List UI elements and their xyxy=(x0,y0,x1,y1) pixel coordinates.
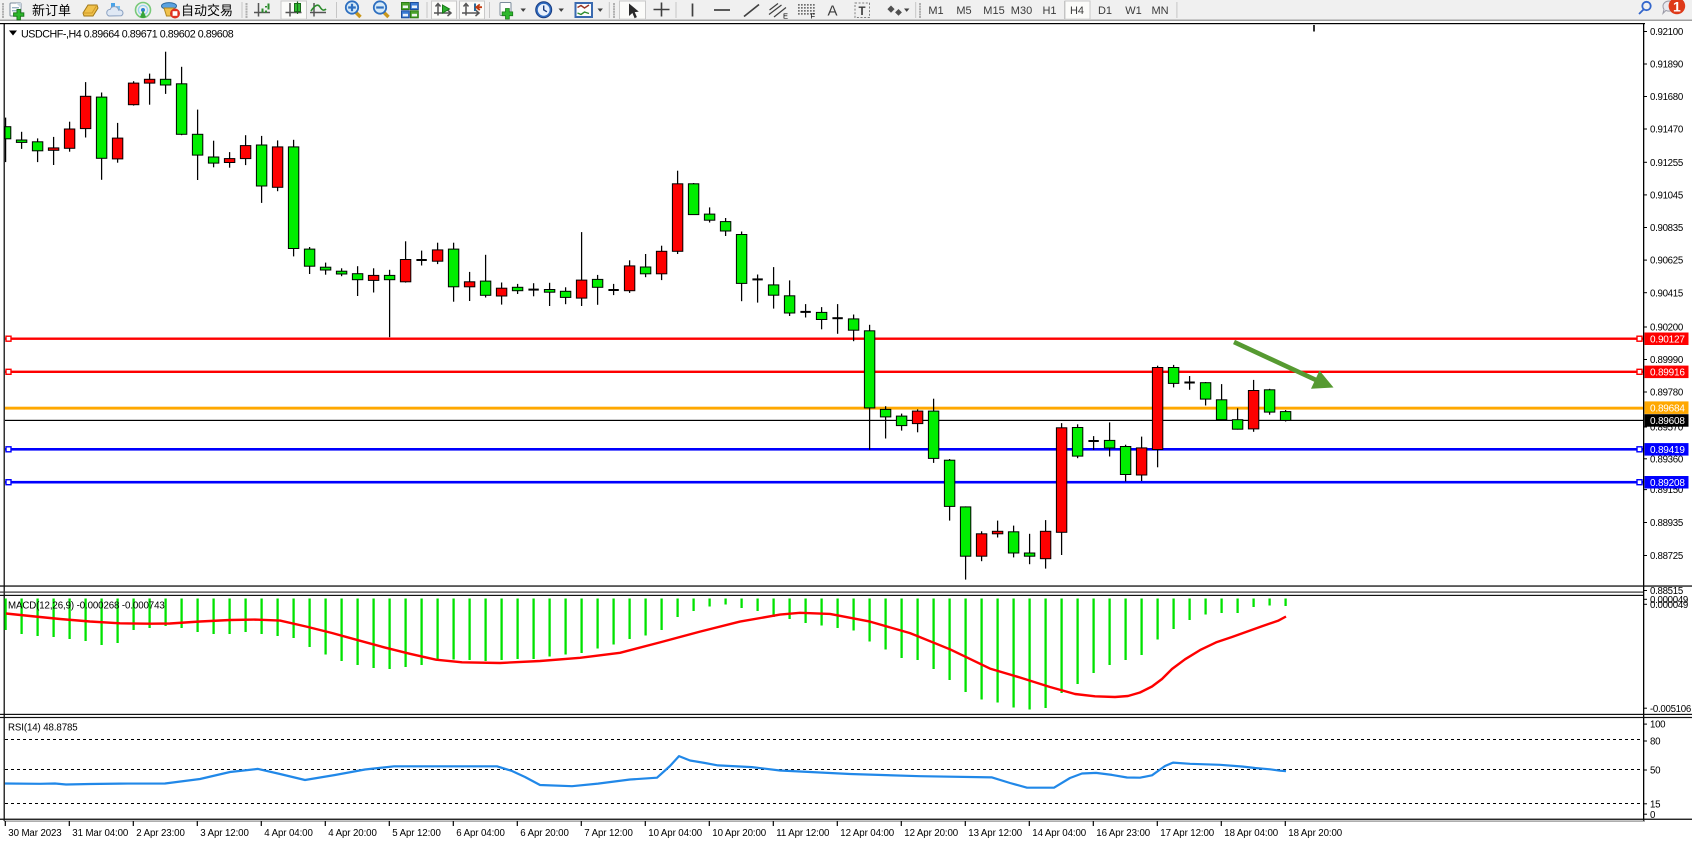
svg-text:E: E xyxy=(783,12,788,21)
svg-text:0.88515: 0.88515 xyxy=(1650,586,1683,597)
svg-text:0.000049: 0.000049 xyxy=(1650,600,1688,611)
svg-text:0.90200: 0.90200 xyxy=(1650,323,1684,334)
svg-text:0.89360: 0.89360 xyxy=(1650,454,1684,465)
svg-text:新订单: 新订单 xyxy=(32,3,71,18)
svg-text:16 Apr 23:00: 16 Apr 23:00 xyxy=(1096,828,1150,839)
svg-text:MN: MN xyxy=(1151,5,1168,17)
svg-text:50: 50 xyxy=(1650,766,1661,777)
svg-text:M30: M30 xyxy=(1011,5,1032,17)
svg-text:0.91255: 0.91255 xyxy=(1650,158,1683,169)
svg-text:12 Apr 20:00: 12 Apr 20:00 xyxy=(904,828,958,839)
svg-text:0.90835: 0.90835 xyxy=(1650,223,1683,234)
svg-text:0.89419: 0.89419 xyxy=(1650,445,1685,456)
svg-text:6 Apr 04:00: 6 Apr 04:00 xyxy=(456,828,505,839)
svg-text:W1: W1 xyxy=(1125,5,1142,17)
svg-text:10 Apr 20:00: 10 Apr 20:00 xyxy=(712,828,766,839)
svg-text:0.000049: 0.000049 xyxy=(1650,595,1688,606)
svg-text:-0.005106: -0.005106 xyxy=(1650,704,1691,715)
svg-text:13 Apr 12:00: 13 Apr 12:00 xyxy=(968,828,1022,839)
svg-text:0.91680: 0.91680 xyxy=(1650,92,1684,103)
svg-text:0.90415: 0.90415 xyxy=(1650,288,1683,299)
svg-text:4 Apr 04:00: 4 Apr 04:00 xyxy=(264,828,313,839)
svg-text:5 Apr 12:00: 5 Apr 12:00 xyxy=(392,828,441,839)
svg-text:0.89916: 0.89916 xyxy=(1650,368,1685,379)
svg-text:0.89150: 0.89150 xyxy=(1650,485,1684,496)
svg-text:T: T xyxy=(859,6,866,18)
svg-text:H1: H1 xyxy=(1042,5,1056,17)
svg-text:17 Apr 12:00: 17 Apr 12:00 xyxy=(1160,828,1214,839)
svg-text:M15: M15 xyxy=(983,5,1004,17)
svg-text:0.91045: 0.91045 xyxy=(1650,191,1683,202)
svg-text:0.91890: 0.91890 xyxy=(1650,60,1684,71)
svg-text:15: 15 xyxy=(1650,799,1660,810)
svg-text:USDCHF-,H4 0.89664 0.89671 0.: USDCHF-,H4 0.89664 0.89671 0.89602 0.896… xyxy=(21,29,234,41)
svg-text:18 Apr 20:00: 18 Apr 20:00 xyxy=(1288,828,1342,839)
svg-text:0.89780: 0.89780 xyxy=(1650,388,1684,399)
svg-text:自动交易: 自动交易 xyxy=(181,3,233,18)
svg-text:M5: M5 xyxy=(956,5,971,17)
svg-text:0.90127: 0.90127 xyxy=(1650,334,1685,345)
svg-text:0.92100: 0.92100 xyxy=(1650,27,1684,38)
svg-text:11 Apr 12:00: 11 Apr 12:00 xyxy=(776,828,830,839)
svg-text:12 Apr 04:00: 12 Apr 04:00 xyxy=(840,828,894,839)
svg-text:0.91470: 0.91470 xyxy=(1650,125,1684,136)
svg-text:14 Apr 04:00: 14 Apr 04:00 xyxy=(1032,828,1086,839)
svg-text:3 Apr 12:00: 3 Apr 12:00 xyxy=(200,828,249,839)
svg-text:H4: H4 xyxy=(1070,5,1084,17)
svg-text:0.89208: 0.89208 xyxy=(1650,478,1685,489)
svg-text:0: 0 xyxy=(1650,810,1656,821)
svg-text:10 Apr 04:00: 10 Apr 04:00 xyxy=(648,828,702,839)
svg-text:31 Mar 04:00: 31 Mar 04:00 xyxy=(72,828,129,839)
svg-text:0.89990: 0.89990 xyxy=(1650,355,1684,366)
svg-text:18 Apr 04:00: 18 Apr 04:00 xyxy=(1224,828,1278,839)
svg-text:30 Mar 2023: 30 Mar 2023 xyxy=(8,828,61,839)
svg-text:1: 1 xyxy=(1673,0,1681,15)
svg-text:2 Apr 23:00: 2 Apr 23:00 xyxy=(136,828,185,839)
svg-text:A: A xyxy=(828,3,838,20)
svg-text:100: 100 xyxy=(1650,720,1666,731)
svg-text:RSI(14) 48.8785: RSI(14) 48.8785 xyxy=(8,723,78,734)
svg-text:80: 80 xyxy=(1650,737,1661,748)
svg-text:D1: D1 xyxy=(1098,5,1112,17)
svg-text:F: F xyxy=(811,12,816,21)
svg-text:0.89608: 0.89608 xyxy=(1650,416,1685,427)
svg-text:0.88725: 0.88725 xyxy=(1650,551,1683,562)
svg-text:0.88935: 0.88935 xyxy=(1650,518,1683,529)
svg-text:MACD(12,26,9) -0.000268 -0.000: MACD(12,26,9) -0.000268 -0.000743 xyxy=(8,601,165,612)
svg-text:7 Apr 12:00: 7 Apr 12:00 xyxy=(584,828,633,839)
svg-text:0.90625: 0.90625 xyxy=(1650,256,1683,267)
svg-text:0.89570: 0.89570 xyxy=(1650,423,1684,434)
svg-text:M1: M1 xyxy=(928,5,943,17)
svg-text:0.89684: 0.89684 xyxy=(1650,403,1685,414)
svg-text:4 Apr 20:00: 4 Apr 20:00 xyxy=(328,828,377,839)
svg-text:6 Apr 20:00: 6 Apr 20:00 xyxy=(520,828,569,839)
